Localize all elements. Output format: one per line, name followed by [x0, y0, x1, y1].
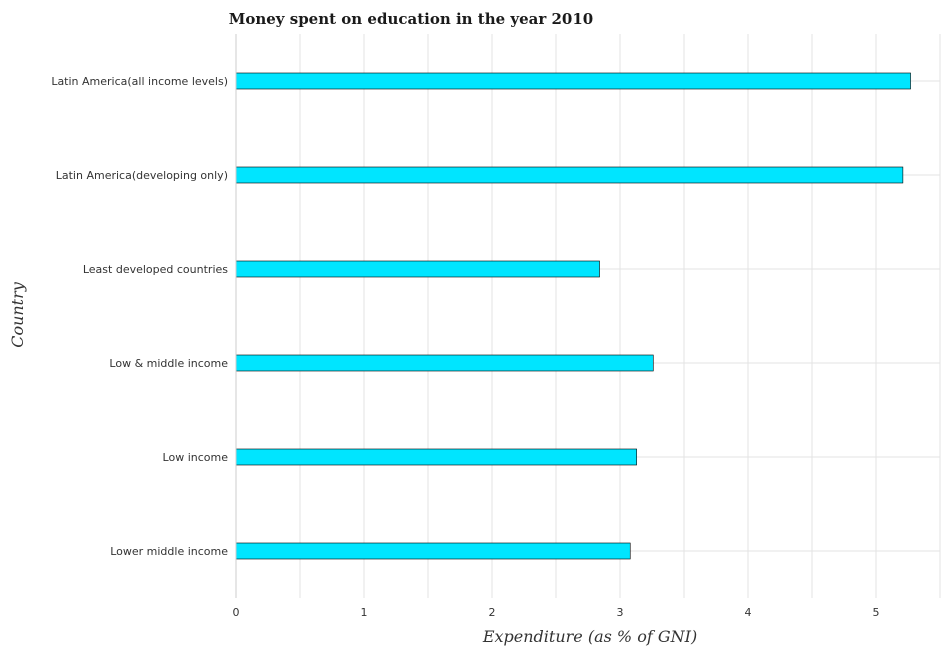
bar-latin-america-developing-only: [235, 166, 904, 184]
bar-latin-america-all-income-levels: [235, 72, 911, 90]
x-tick-label: 1: [361, 606, 368, 619]
x-axis-label: Expenditure (as % of GNI): [482, 627, 697, 646]
grid: [235, 34, 941, 598]
bar-lower-middle-income: [235, 542, 631, 560]
x-tick-label: 2: [489, 606, 496, 619]
y-axis-label: Country: [8, 281, 27, 348]
y-tick-label: Lower middle income: [110, 545, 228, 558]
bar-least-developed-countries: [235, 260, 600, 278]
bar-low-income: [235, 448, 637, 466]
y-tick-label: Low & middle income: [109, 357, 228, 370]
x-tick-label: 5: [873, 606, 880, 619]
y-tick-label: Latin America(developing only): [56, 169, 228, 182]
axes: 0 1 2 3 4 5 Latin America(all income levels) La…: [51, 34, 880, 619]
x-tick-label: 4: [745, 606, 752, 619]
y-tick-label: Least developed countries: [83, 263, 228, 276]
chart-title: Money spent on education in the year 201…: [229, 10, 594, 28]
bar-low-middle-income: [235, 354, 654, 372]
y-tick-label: Latin America(all income levels): [51, 75, 228, 88]
x-tick-label: 3: [617, 606, 624, 619]
x-tick-label: 0: [233, 606, 240, 619]
bars: [235, 72, 911, 560]
y-tick-label: Low income: [163, 451, 229, 464]
